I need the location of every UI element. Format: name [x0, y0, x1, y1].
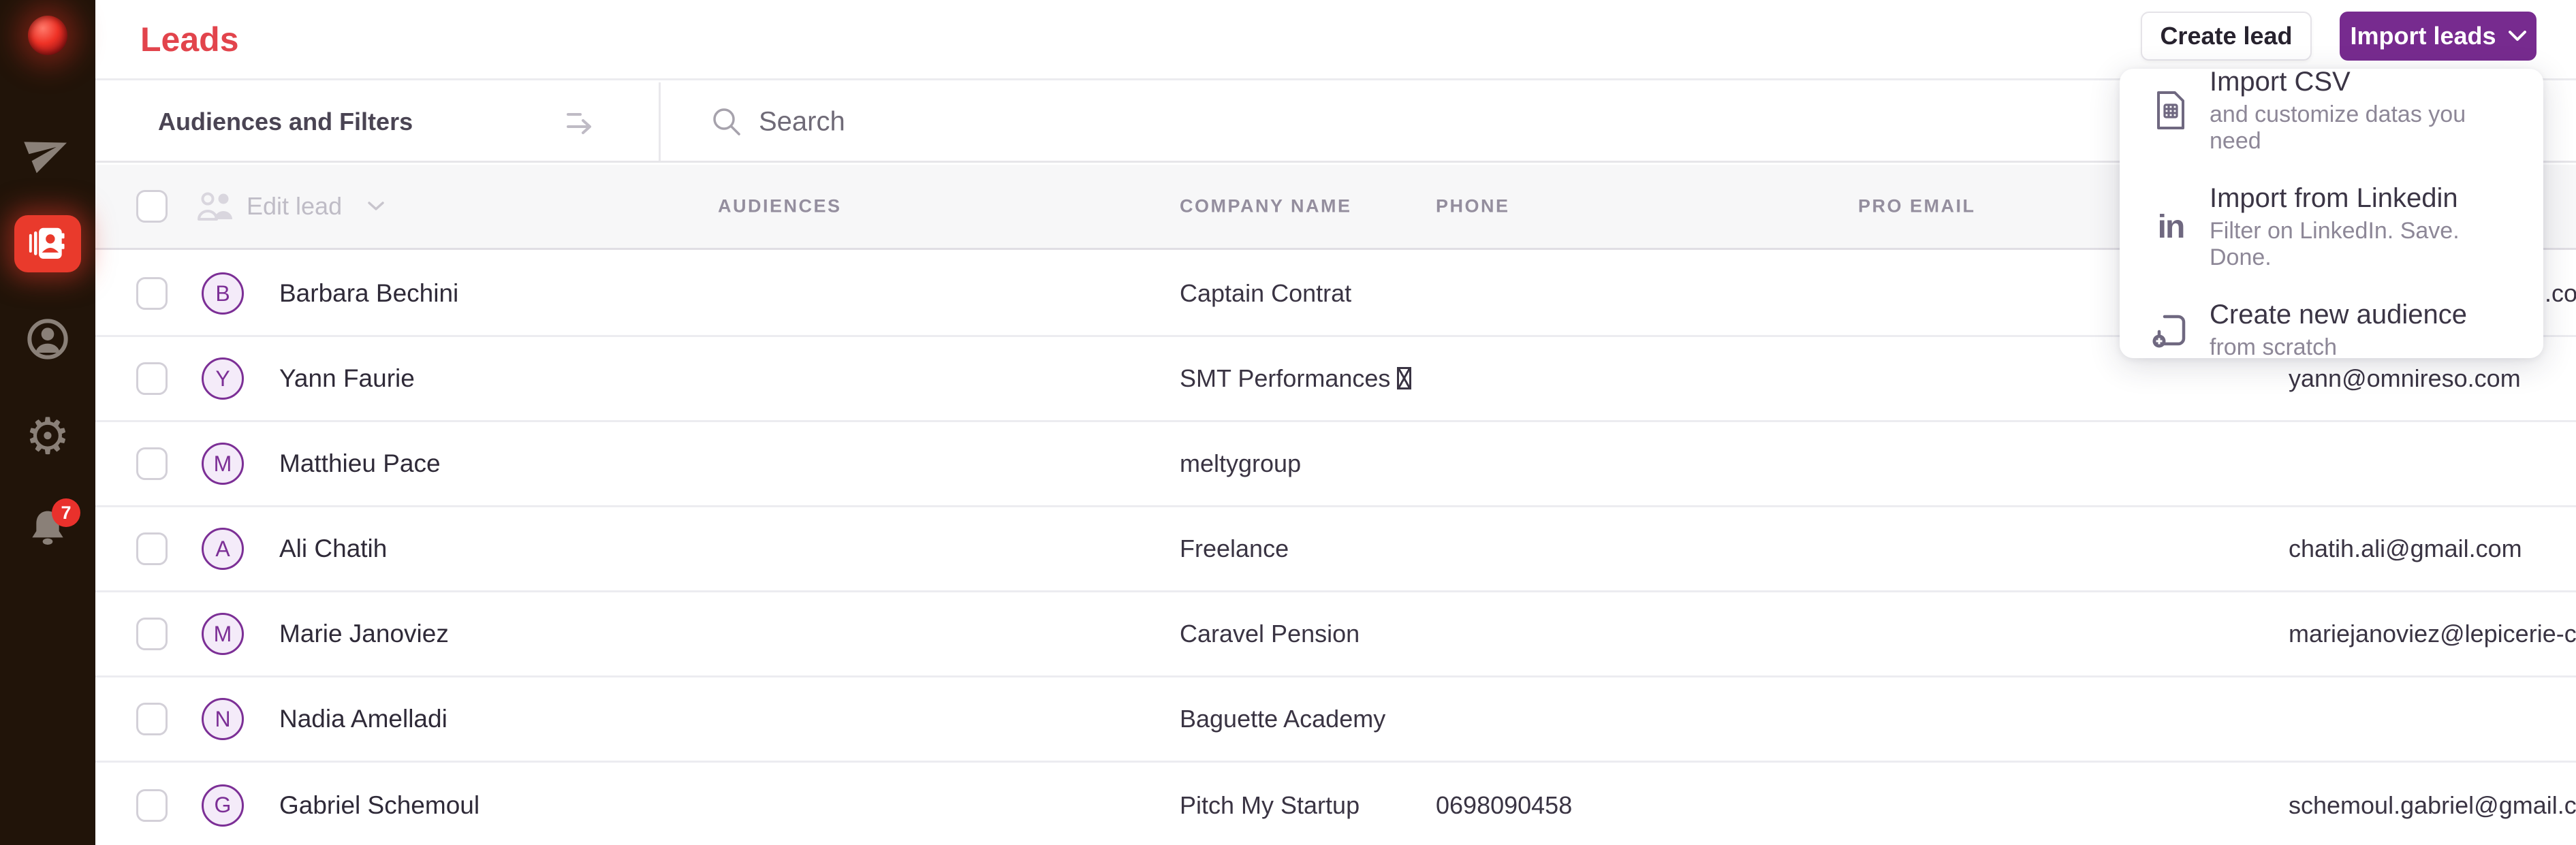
- create-lead-button[interactable]: Create lead: [2141, 12, 2312, 61]
- lead-name[interactable]: Barbara Bechini: [279, 279, 459, 307]
- column-header-audiences[interactable]: AUDIENCES: [718, 195, 842, 217]
- table-row[interactable]: G Gabriel Schemoul Pitch My Startup 0698…: [95, 763, 2576, 845]
- menu-item-text: Import from Linkedin Filter on LinkedIn.…: [2210, 183, 2512, 271]
- row-checkbox[interactable]: [136, 532, 168, 565]
- lead-name[interactable]: Gabriel Schemoul: [279, 791, 480, 819]
- avatar: M: [202, 613, 244, 655]
- app-logo[interactable]: [28, 16, 67, 55]
- column-header-company[interactable]: COMPANY NAME: [1180, 195, 1352, 217]
- missing-glyph-box: [1397, 367, 1412, 389]
- chevron-down-icon[interactable]: [368, 202, 384, 211]
- row-checkbox[interactable]: [136, 447, 168, 480]
- lead-email: mariejanoviez@lepicerie-c: [2289, 620, 2576, 648]
- csv-file-icon: [2151, 90, 2190, 131]
- avatar: M: [202, 443, 244, 485]
- edit-lead-action[interactable]: Edit lead: [247, 192, 343, 220]
- lead-email: chatih.ali@gmail.com: [2289, 535, 2522, 562]
- lead-name[interactable]: Nadia Amelladi: [279, 705, 447, 733]
- new-audience-icon: [2151, 311, 2190, 349]
- table-row[interactable]: A Ali Chatih Freelance chatih.ali@gmail.…: [95, 507, 2576, 592]
- lead-email: yann@omnireso.com: [2289, 364, 2521, 392]
- table-row[interactable]: M Matthieu Pace meltygroup: [95, 422, 2576, 507]
- lead-company: Captain Contrat: [1180, 279, 1352, 307]
- import-leads-label: Import leads: [2350, 22, 2496, 50]
- row-checkbox[interactable]: [136, 618, 168, 650]
- select-all-checkbox[interactable]: [136, 190, 168, 223]
- menu-item-import-csv[interactable]: Import CSV and customize datas you need: [2151, 67, 2512, 155]
- import-leads-dropdown-menu: Import CSV and customize datas you need …: [2120, 67, 2543, 361]
- lead-name[interactable]: Matthieu Pace: [279, 449, 441, 477]
- lead-company: Pitch My Startup: [1180, 791, 1360, 819]
- lead-company: Baguette Academy: [1180, 705, 1386, 733]
- row-checkbox[interactable]: [136, 703, 168, 735]
- column-header-phone[interactable]: PHONE: [1436, 195, 1510, 217]
- company-text: SMT Performances: [1180, 364, 1391, 392]
- lead-company: meltygroup: [1180, 449, 1302, 477]
- search-input[interactable]: Search: [759, 106, 845, 136]
- send-campaigns-icon[interactable]: [24, 128, 70, 174]
- linkedin-icon: in: [2157, 208, 2186, 245]
- menu-item-subtitle: Filter on LinkedIn. Save. Done.: [2210, 217, 2460, 270]
- notifications-bell-icon[interactable]: 7: [26, 498, 80, 550]
- menu-item-title: Import CSV: [2210, 66, 2351, 97]
- avatar: Y: [202, 357, 244, 400]
- table-row[interactable]: N Nadia Amelladi Baguette Academy: [95, 677, 2576, 763]
- people-icon: [196, 191, 236, 222]
- settings-gear-icon[interactable]: ⚙: [25, 408, 71, 464]
- lead-email-fragment: .co: [2545, 279, 2576, 307]
- menu-item-create-audience[interactable]: Create new audience from scratch: [2151, 300, 2512, 361]
- avatar: G: [202, 784, 244, 827]
- lead-email: schemoul.gabriel@gmail.com: [2289, 791, 2576, 819]
- page-title: Leads: [140, 20, 239, 59]
- profile-icon[interactable]: [26, 317, 69, 361]
- lead-name[interactable]: Marie Janoviez: [279, 620, 449, 648]
- contacts-book-icon: [29, 227, 65, 259]
- notification-badge: 7: [52, 498, 80, 527]
- search-icon: [710, 105, 744, 139]
- menu-item-subtitle: and customize datas you need: [2210, 101, 2466, 154]
- top-bar: Leads Create lead Import leads: [95, 0, 2576, 80]
- lead-company: Freelance: [1180, 535, 1289, 562]
- column-header-email[interactable]: PRO EMAIL: [1858, 195, 1976, 217]
- audiences-panel-header: Audiences and Filters: [95, 82, 661, 161]
- chevron-down-icon: [2508, 31, 2526, 41]
- row-checkbox[interactable]: [136, 788, 168, 822]
- menu-item-import-linkedin[interactable]: in Import from Linkedin Filter on Linked…: [2151, 183, 2512, 271]
- collapse-panel-icon[interactable]: [565, 108, 597, 136]
- import-leads-button[interactable]: Import leads: [2340, 12, 2536, 61]
- menu-item-title: Import from Linkedin: [2210, 182, 2458, 213]
- leads-table-body: B Barbara Bechini Captain Contrat .co Y …: [95, 252, 2576, 845]
- lead-company: Caravel Pension: [1180, 620, 1360, 648]
- menu-item-text: Import CSV and customize datas you need: [2210, 67, 2512, 155]
- menu-item-subtitle: from scratch: [2210, 334, 2338, 360]
- row-checkbox[interactable]: [136, 362, 168, 395]
- avatar: A: [202, 528, 244, 570]
- audiences-filters-label: Audiences and Filters: [158, 107, 413, 135]
- menu-item-text: Create new audience from scratch: [2210, 300, 2467, 361]
- menu-item-title: Create new audience: [2210, 299, 2468, 330]
- lead-company: SMT Performances: [1180, 364, 1412, 393]
- sidebar: ⚙ 7: [0, 0, 95, 845]
- lead-name[interactable]: Ali Chatih: [279, 535, 388, 562]
- lead-phone: 0698090458: [1436, 791, 1573, 819]
- search-bar[interactable]: Search: [661, 82, 2576, 161]
- sidebar-item-leads-active[interactable]: [14, 215, 81, 272]
- avatar: B: [202, 272, 244, 315]
- table-row[interactable]: M Marie Janoviez Caravel Pension marieja…: [95, 592, 2576, 677]
- lead-name[interactable]: Yann Faurie: [279, 364, 415, 392]
- row-checkbox[interactable]: [136, 277, 168, 310]
- avatar: N: [202, 698, 244, 740]
